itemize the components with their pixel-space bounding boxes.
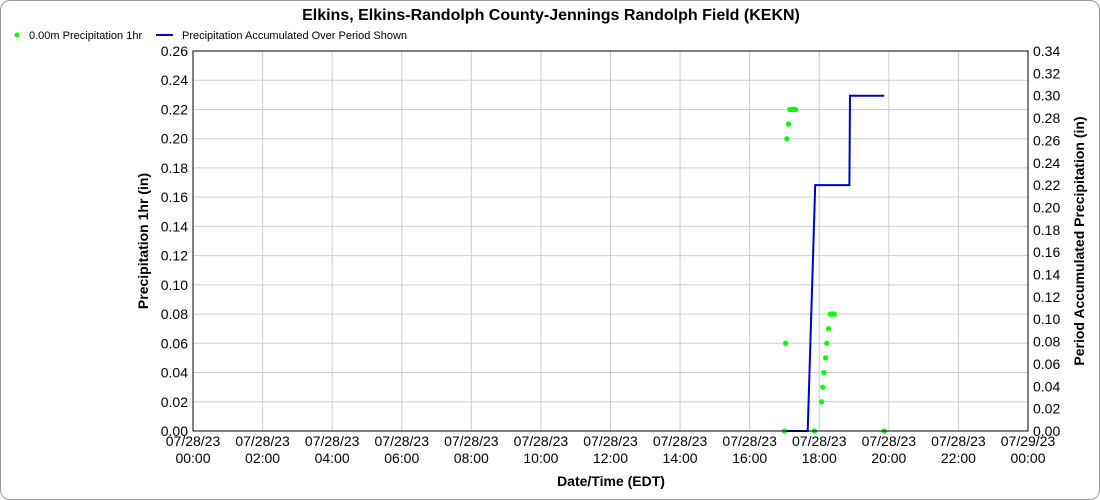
y-tick-label: 0.24 [161, 72, 188, 88]
x-tick-date: 07/28/23 [514, 433, 569, 449]
legend-marker-precip-1hr [14, 32, 20, 38]
y2-axis-ticks: 0.00 0.02 0.04 0.06 0.08 0.10 0.12 0.14 0.16 0.18… [1033, 43, 1060, 439]
precip-1hr-point [819, 399, 825, 405]
precip-1hr-point [821, 369, 827, 376]
precip-1hr-point [823, 355, 829, 361]
y2-tick-label: 0.02 [1033, 401, 1060, 417]
y-tick-label: 0.16 [161, 189, 188, 205]
y-tick-label: 0.08 [161, 306, 188, 322]
precip-1hr-point [792, 106, 799, 113]
accum-line [784, 94, 885, 432]
x-tick-date: 07/28/23 [583, 433, 638, 449]
x-tick-time: 20:00 [871, 450, 906, 466]
x-tick-time: 22:00 [941, 450, 976, 466]
precip-1hr-point [825, 326, 832, 332]
x-tick-time: 12:00 [593, 450, 628, 466]
x-tick-date: 07/28/23 [792, 433, 847, 449]
precip-accum-series [784, 94, 885, 432]
y2-tick-label: 0.20 [1033, 199, 1060, 215]
y-tick-label: 0.12 [161, 248, 188, 264]
precip-1hr-point [831, 311, 837, 317]
x-tick-date: 07/29/23 [1001, 433, 1056, 449]
precip-1hr-point [783, 340, 789, 346]
legend: 0.00m Precipitation 1hr Precipitation Ac… [14, 30, 407, 42]
y2-tick-label: 0.34 [1033, 43, 1060, 59]
x-tick-date: 07/28/23 [653, 433, 708, 449]
x-axis-label: Date/Time (EDT) [557, 473, 665, 489]
x-tick-time: 06:00 [384, 450, 419, 466]
x-tick-date: 07/28/23 [305, 433, 360, 449]
x-tick-date: 07/28/23 [375, 433, 430, 449]
x-axis-ticks: 07/28/2300:0007/28/2302:0007/28/2304:000… [166, 433, 1056, 466]
legend-label-precip-1hr: 0.00m Precipitation 1hr [29, 30, 142, 42]
x-tick-date: 07/28/23 [444, 433, 499, 449]
x-tick-date: 07/28/23 [166, 433, 221, 449]
y2-tick-label: 0.26 [1033, 132, 1060, 148]
x-tick-time: 08:00 [454, 450, 489, 466]
y2-tick-label: 0.10 [1033, 311, 1060, 327]
y2-tick-label: 0.28 [1033, 110, 1060, 126]
y2-tick-label: 0.30 [1033, 88, 1060, 104]
y2-tick-label: 0.24 [1033, 155, 1060, 171]
y2-axis-label: Period Accumulated Precipitation (in) [1071, 116, 1087, 365]
x-tick-date: 07/28/23 [235, 433, 290, 449]
x-tick-time: 10:00 [523, 450, 558, 466]
x-tick-date: 07/28/23 [722, 433, 777, 449]
y-tick-label: 0.10 [161, 277, 188, 293]
y2-tick-label: 0.32 [1033, 65, 1060, 81]
precip-1hr-point [820, 384, 826, 390]
y2-tick-label: 0.16 [1033, 244, 1060, 260]
y-tick-label: 0.22 [161, 101, 188, 117]
chart-title: Elkins, Elkins-Randolph County-Jennings … [302, 7, 800, 24]
y-tick-label: 0.04 [161, 365, 188, 381]
y-tick-label: 0.26 [161, 43, 188, 59]
precip-1hr-point [784, 136, 790, 142]
y2-tick-label: 0.18 [1033, 222, 1060, 238]
y2-tick-label: 0.14 [1033, 267, 1060, 283]
y-axis-label: Precipitation 1hr (in) [135, 173, 151, 309]
y-tick-label: 0.00 [161, 423, 188, 439]
y2-tick-label: 0.00 [1033, 423, 1060, 439]
plot-area-border [192, 50, 1029, 432]
x-tick-time: 18:00 [802, 450, 837, 466]
x-tick-time: 16:00 [732, 450, 767, 466]
y2-tick-label: 0.08 [1033, 334, 1060, 350]
x-tick-time: 14:00 [663, 450, 698, 466]
precip-1hr-series [781, 106, 887, 434]
y-axis-ticks: 0.00 0.02 0.04 0.06 0.08 0.10 0.12 0.14 0.16 0.18… [161, 43, 188, 439]
precip-1hr-point [824, 340, 830, 346]
x-tick-time: 00:00 [175, 450, 210, 466]
y-tick-label: 0.14 [161, 218, 188, 234]
x-tick-time: 02:00 [245, 450, 280, 466]
y2-tick-label: 0.12 [1033, 289, 1060, 305]
y-tick-label: 0.02 [161, 394, 188, 410]
x-tick-time: 00:00 [1010, 450, 1045, 466]
y-tick-label: 0.20 [161, 131, 188, 147]
y2-tick-label: 0.06 [1033, 356, 1060, 372]
x-tick-date: 07/28/23 [931, 433, 986, 449]
y-tick-label: 0.06 [161, 335, 188, 351]
y-tick-label: 0.18 [161, 160, 188, 176]
x-tick-date: 07/28/23 [862, 433, 917, 449]
x-tick-time: 04:00 [315, 450, 350, 466]
y2-tick-label: 0.22 [1033, 177, 1060, 193]
grid [192, 50, 1029, 432]
y2-tick-label: 0.04 [1033, 378, 1060, 394]
precip-1hr-point [785, 121, 792, 127]
legend-label-precip-accum: Precipitation Accumulated Over Period Sh… [182, 30, 407, 42]
